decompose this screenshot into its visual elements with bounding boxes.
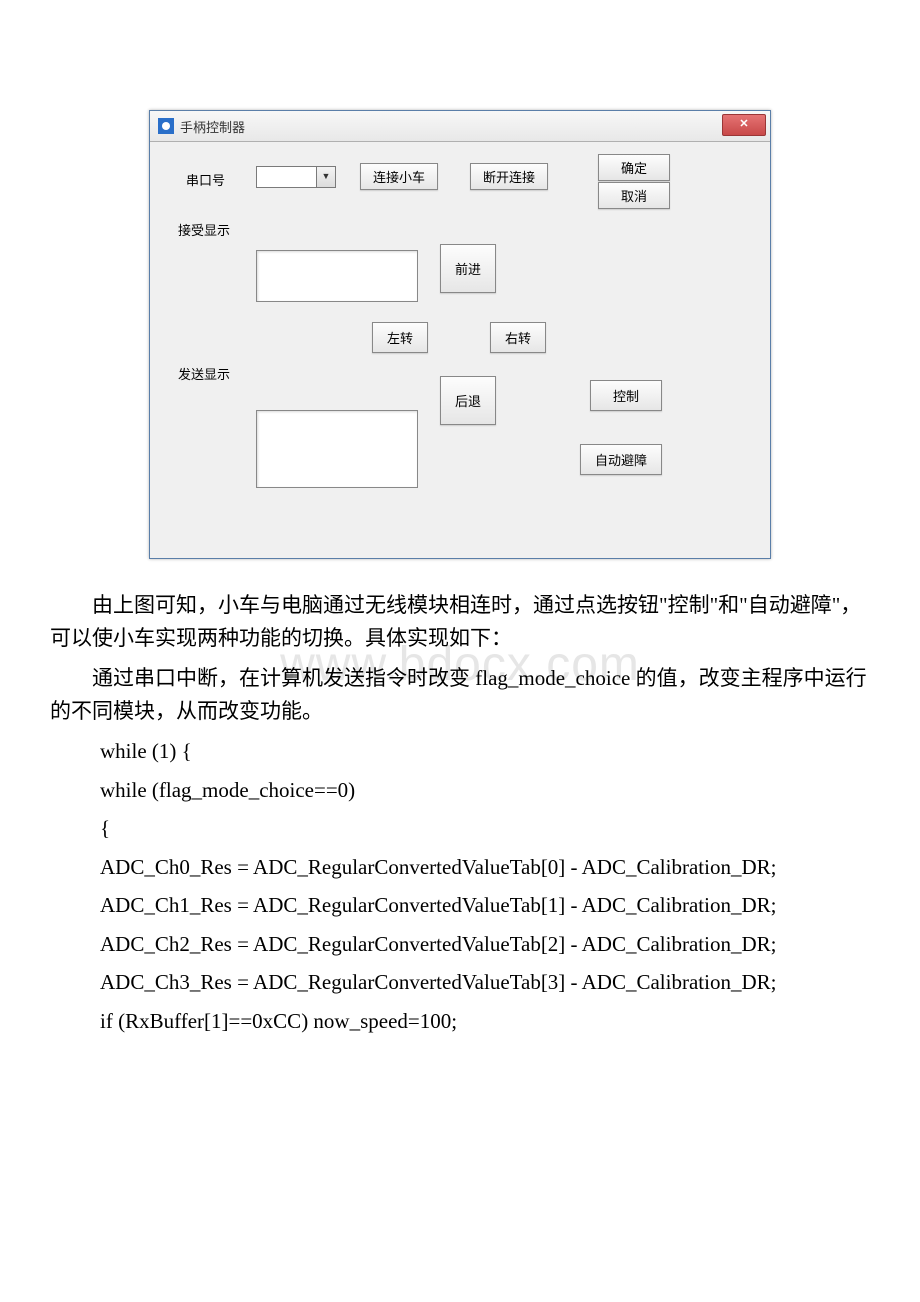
auto-avoid-button[interactable]: 自动避障 [580, 444, 662, 475]
code-line-3: { [100, 812, 870, 845]
paragraph-1: 由上图可知，小车与电脑通过无线模块相连时，通过点选按钮"控制"和"自动避障"，可… [50, 589, 870, 654]
label-receive-display: 接受显示 [178, 223, 230, 238]
window-title: 手柄控制器 [180, 117, 245, 136]
code-line-2: while (flag_mode_choice==0) [100, 774, 870, 807]
code-line-5: ADC_Ch1_Res = ADC_RegularConvertedValueT… [100, 889, 870, 922]
app-window: 手柄控制器 ✕ 串口号 ▼ 连接小车 断开连接 确定 取消 [149, 110, 771, 559]
app-icon [158, 118, 174, 134]
connect-car-button[interactable]: 连接小车 [360, 163, 438, 190]
cancel-button[interactable]: 取消 [598, 182, 670, 209]
serial-port-combo[interactable]: ▼ [256, 166, 336, 188]
close-icon[interactable]: ✕ [722, 114, 766, 136]
disconnect-button[interactable]: 断开连接 [470, 163, 548, 190]
content: www.bdocx.com 由上图可知，小车与电脑通过无线模块相连时，通过点选按… [50, 589, 870, 1038]
control-button[interactable]: 控制 [590, 380, 662, 411]
window-titlebar: 手柄控制器 ✕ [150, 111, 770, 142]
code-line-4: ADC_Ch0_Res = ADC_RegularConvertedValueT… [100, 851, 870, 884]
code-line-9: if (RxBuffer[1]==0xCC) now_speed=100; [100, 1005, 870, 1038]
code-line-6: ADC_Ch2_Res = ADC_RegularConvertedValueT… [100, 928, 870, 961]
chevron-down-icon: ▼ [316, 167, 335, 187]
code-line-1: while (1) { [100, 735, 870, 768]
code-line-7: ADC_Ch3_Res = ADC_RegularConvertedValueT… [100, 966, 870, 999]
receive-display-textbox[interactable] [256, 250, 418, 302]
label-send-display: 发送显示 [178, 367, 230, 382]
ok-button[interactable]: 确定 [598, 154, 670, 181]
send-display-textbox[interactable] [256, 410, 418, 488]
label-serial-port: 串口号 [186, 173, 225, 188]
paragraph-2: 通过串口中断，在计算机发送指令时改变 flag_mode_choice 的值，改… [50, 662, 870, 727]
document-page: 手柄控制器 ✕ 串口号 ▼ 连接小车 断开连接 确定 取消 [0, 0, 920, 1084]
left-button[interactable]: 左转 [372, 322, 428, 353]
window-body: 串口号 ▼ 连接小车 断开连接 确定 取消 接受显示 [150, 142, 770, 558]
backward-button[interactable]: 后退 [440, 376, 496, 425]
right-button[interactable]: 右转 [490, 322, 546, 353]
forward-button[interactable]: 前进 [440, 244, 496, 293]
